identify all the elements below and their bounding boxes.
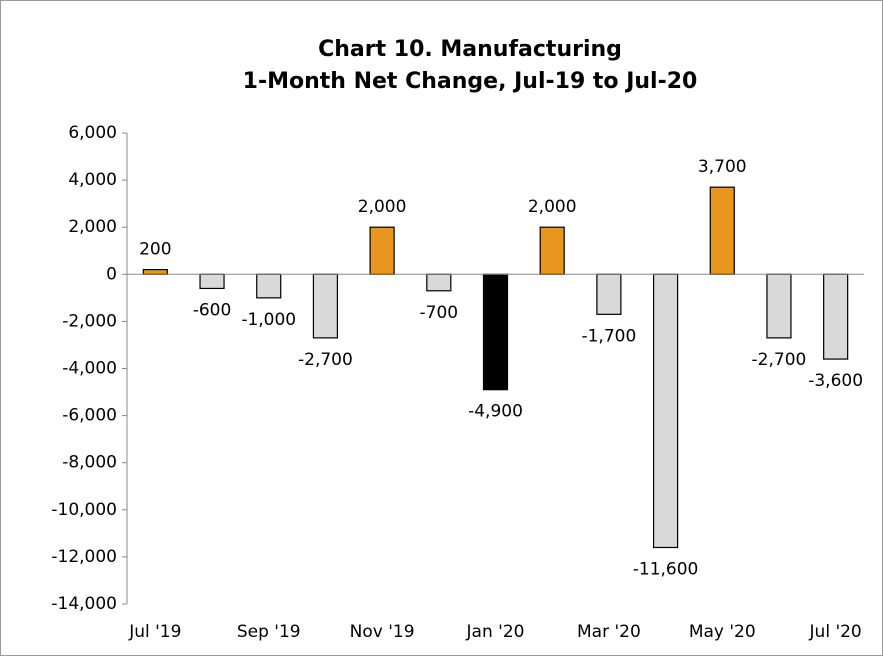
data-label: -2,700: [298, 350, 353, 370]
y-tick-label: -6,000: [62, 406, 117, 426]
data-label: -2,700: [752, 350, 807, 370]
data-label: -3,600: [808, 371, 863, 391]
data-label: 2,000: [358, 197, 407, 217]
y-tick-label: -12,000: [51, 547, 117, 567]
bar: [199, 273, 225, 290]
bar: [652, 273, 679, 549]
x-tick-label: Jul '19: [128, 622, 181, 642]
bar: [823, 273, 849, 360]
data-label: -600: [193, 300, 232, 320]
bar: [709, 186, 735, 275]
chart-title: 1-Month Net Change, Jul-19 to Jul-20: [243, 69, 698, 94]
x-tick-label: May '20: [689, 622, 756, 642]
y-tick-label: 0: [106, 264, 117, 284]
data-label: -11,600: [633, 559, 699, 579]
y-tick-label: 6,000: [68, 123, 117, 143]
data-label: -1,000: [241, 310, 296, 330]
chart-title: Chart 10. Manufacturing: [318, 37, 622, 62]
y-tick-label: -10,000: [51, 500, 117, 520]
y-tick-label: 4,000: [68, 170, 117, 190]
bar: [312, 273, 339, 339]
bar: [142, 268, 168, 275]
data-label: -1,700: [581, 326, 636, 346]
data-label: 200: [139, 240, 171, 260]
y-tick-label: -8,000: [62, 453, 117, 473]
bar: [426, 273, 452, 292]
bar: [256, 273, 282, 299]
x-tick-label: Mar '20: [577, 622, 641, 642]
data-label: 3,700: [698, 157, 747, 177]
bar: [596, 273, 622, 315]
bar: [369, 226, 395, 275]
data-label: -700: [420, 303, 459, 323]
y-tick-label: -2,000: [62, 311, 117, 331]
x-tick-label: Jan '20: [466, 622, 525, 642]
x-tick-label: Nov '19: [350, 622, 415, 642]
x-tick-label: Sep '19: [237, 622, 301, 642]
y-tick-label: 2,000: [68, 217, 117, 237]
data-label: 2,000: [528, 197, 577, 217]
x-tick-label: Jul '20: [809, 622, 862, 642]
y-tick-label: -14,000: [51, 594, 117, 614]
data-label: -4,900: [468, 402, 523, 422]
y-tick-label: -4,000: [62, 359, 117, 379]
bar: [482, 273, 509, 391]
bar: [539, 226, 565, 275]
bar: [766, 273, 792, 339]
